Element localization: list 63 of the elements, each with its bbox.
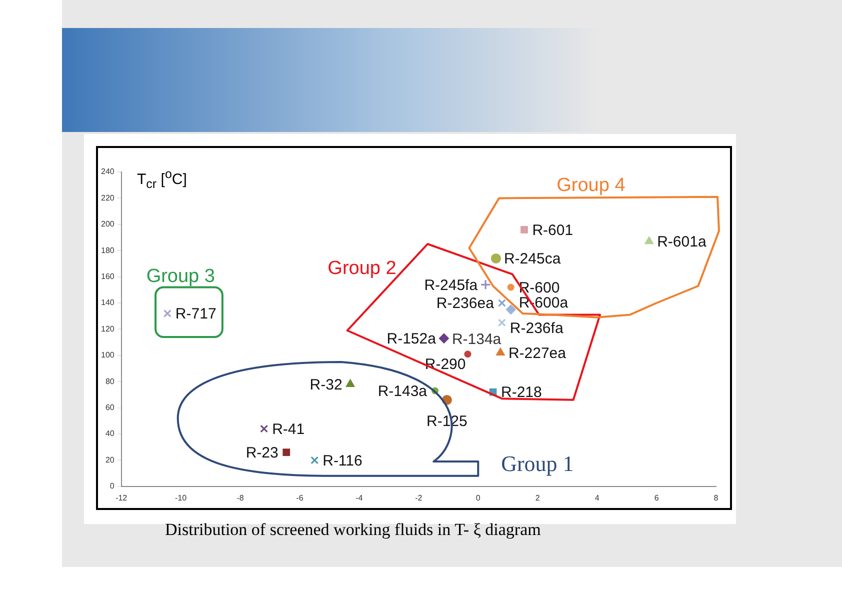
x-tick-label: -10 xyxy=(175,493,188,502)
y-tick-label: 20 xyxy=(105,455,115,464)
point xyxy=(260,424,268,433)
series-label: R-143a xyxy=(378,382,428,400)
y-tick-label: 40 xyxy=(105,429,115,438)
series-label: R-290 xyxy=(424,356,466,374)
series-label: R-601a xyxy=(657,234,707,251)
point xyxy=(163,310,172,318)
series-label: R-32 xyxy=(310,376,342,394)
x-tick-label: -4 xyxy=(356,493,364,502)
point xyxy=(498,299,506,307)
x-tick-label: 0 xyxy=(476,493,481,502)
x-tick-label: 6 xyxy=(654,493,660,502)
y-tick-label: 220 xyxy=(100,193,115,202)
series-label: R-41 xyxy=(272,420,305,438)
point xyxy=(507,284,514,291)
y-tick-label: 180 xyxy=(100,246,115,255)
point xyxy=(506,304,516,315)
text: Distribution of screened working fluids in T- ξ diagram xyxy=(165,520,541,540)
series-label: R-227ea xyxy=(508,344,567,362)
series-label: R-717 xyxy=(175,306,216,323)
x-tick-label: -8 xyxy=(236,493,244,502)
point xyxy=(520,226,528,234)
series-label: R-245fa xyxy=(424,276,478,294)
x-tick-label: 2 xyxy=(535,493,540,502)
point xyxy=(310,456,319,464)
annotation: Group 2 xyxy=(328,258,396,280)
annotation: Group 4 xyxy=(556,175,626,198)
x-tick-label: -6 xyxy=(296,493,304,502)
point xyxy=(490,253,501,264)
series-label: R-236fa xyxy=(510,320,564,337)
y-tick-label: 0 xyxy=(110,482,115,491)
point xyxy=(282,448,290,456)
series-label: R-116 xyxy=(322,452,362,470)
point xyxy=(464,350,472,358)
y-tick-label: 120 xyxy=(100,324,115,334)
x-tick-label: -2 xyxy=(415,493,423,502)
y-tick-label: 240 xyxy=(100,167,115,176)
annotation: Group 3 xyxy=(146,266,215,288)
y-tick-label: 100 xyxy=(100,350,115,360)
point xyxy=(480,279,491,290)
y-tick-label: 140 xyxy=(100,298,115,308)
y-tick-label: 160 xyxy=(100,272,115,282)
point xyxy=(346,379,355,387)
point xyxy=(644,236,654,244)
x-tick-label: 4 xyxy=(594,493,600,502)
y-tick-label: 80 xyxy=(105,376,115,386)
series-label: R-245ca xyxy=(504,250,562,268)
annotation: Group 1 xyxy=(501,451,574,478)
series-label: R-236ea xyxy=(436,295,495,312)
point xyxy=(438,333,449,344)
x-tick-label: -12 xyxy=(116,493,128,502)
y-tick-label: 200 xyxy=(100,220,115,229)
series-label: R-218 xyxy=(501,384,542,402)
annotation: R-134a xyxy=(452,330,502,348)
series-label: R-152a xyxy=(386,330,437,348)
point xyxy=(498,318,506,327)
x-tick-label: 8 xyxy=(714,493,719,502)
y-axis-title: T$_{cr}$ [$^{o}$C] xyxy=(137,167,187,191)
series-label: R-601 xyxy=(532,222,574,239)
series-label: R-23 xyxy=(246,444,278,462)
point xyxy=(496,348,505,356)
y-tick-label: 60 xyxy=(105,403,115,412)
